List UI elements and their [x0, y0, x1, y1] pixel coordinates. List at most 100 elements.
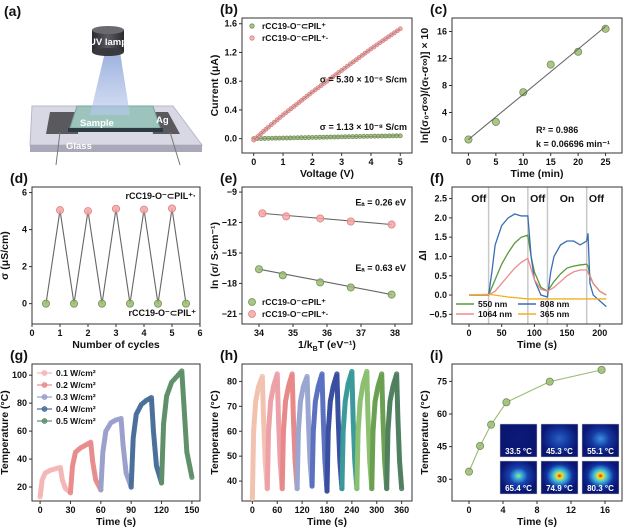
- x-tick-label: 15: [546, 157, 556, 167]
- x-tick-label: 2: [85, 328, 90, 338]
- x-tick-label: 360: [394, 505, 409, 515]
- chart-b: (b) 0 1 2 3 4 5 0.0 0.4 0.8 1.2 1.6 Voltage (V) Curre…: [209, 1, 413, 180]
- x-tick-label: 37: [356, 328, 366, 338]
- series-1: [468, 26, 606, 140]
- series-line: [468, 369, 602, 472]
- x-tick-label: 1: [281, 157, 286, 167]
- data-point: [167, 204, 176, 213]
- x-axis-label: Time (s): [307, 516, 347, 528]
- x-tick-label: 38: [390, 328, 400, 338]
- series-0: [464, 365, 606, 476]
- series-0: [45, 208, 187, 304]
- annotation: Eₐ = 0.26 eV: [355, 197, 406, 207]
- y-tick-label: 20: [17, 482, 27, 492]
- x-tick-label: 300: [369, 505, 384, 515]
- y-tick-label: 0.4: [224, 105, 237, 115]
- series-rCC19-O-PIL-: [251, 133, 403, 142]
- x-tick-label: 5: [169, 328, 174, 338]
- data-point: [316, 214, 325, 223]
- data-point: [476, 441, 485, 450]
- y-axis-label: Temperature (°C): [419, 390, 431, 475]
- plot-area: [464, 365, 606, 476]
- x-tick-label: 20: [573, 157, 583, 167]
- thermal-image-label: 45.3 °C: [546, 447, 573, 456]
- x-axis-label: 1/kBT (eV⁻¹): [298, 339, 356, 353]
- data-point: [464, 467, 473, 476]
- panel-label: (f): [430, 170, 444, 186]
- y-tick-label: 60: [17, 426, 27, 436]
- y-tick-label: 1.6: [224, 19, 237, 29]
- x-tick-label: 0: [29, 328, 34, 338]
- x-tick-label: 0: [250, 505, 255, 515]
- annotation: rCC19-O⁻⊂PIL⁺·: [125, 191, 196, 201]
- series-line: [45, 208, 187, 304]
- annotation: rCC19-O⁻⊂PIL⁺: [128, 308, 196, 318]
- legend-label: 0.3 W/cm²: [56, 392, 96, 402]
- x-tick-label: 8: [534, 505, 539, 515]
- data-point: [248, 310, 256, 318]
- y-tick-label: 0.8: [224, 76, 237, 86]
- state-label: On: [501, 193, 516, 205]
- data-point: [41, 394, 48, 400]
- panel-label: (g): [10, 347, 28, 363]
- annotation: Eₐ = 0.63 eV: [355, 263, 406, 273]
- x-tick-label: 120: [295, 505, 310, 515]
- chart-g: (g) 0 30 60 90 120 150 20 40 60 80 100 Time (s) Tempe…: [0, 347, 201, 528]
- data-point: [41, 382, 48, 388]
- x-tick-label: 5: [398, 157, 403, 167]
- plot-area: [254, 209, 396, 299]
- series-line: [262, 212, 392, 226]
- series-rCC19-O-PIL-: [254, 265, 396, 299]
- thermal-image: [540, 423, 579, 458]
- x-tick-label: 150: [184, 505, 199, 515]
- x-axis-label: Time (s): [517, 516, 557, 528]
- legend-label: 808 nm: [540, 299, 570, 309]
- plot-area: [468, 213, 607, 308]
- x-tick-label: 100: [527, 328, 542, 338]
- data-point: [278, 271, 287, 280]
- legend-label: 0.4 W/cm²: [56, 404, 96, 414]
- series-rCC19-O-PIL-: [251, 26, 403, 143]
- thermal-image: [540, 460, 579, 495]
- uv-lamp: [92, 30, 124, 52]
- chart-f: (f) Off On Off On Off 0 50 100 150 200 −0.5 0.0 0.5 1.…: [417, 170, 623, 351]
- x-axis-label: Number of cycles: [72, 339, 160, 351]
- x-tick-label: 60: [272, 505, 282, 515]
- y-tick-label: 60: [227, 426, 237, 436]
- series-rCC19-O-PIL-: [258, 209, 396, 229]
- y-tick-label: 40: [227, 476, 237, 486]
- lamp-label: UV lamp: [89, 37, 127, 48]
- chart-i: (i) 0 4 8 12 16 30 45 60 75 Time (s) Temperature (°…: [419, 347, 623, 528]
- series-line: [468, 293, 607, 300]
- data-point: [258, 209, 267, 218]
- plot-frame: [241, 17, 413, 154]
- legend-label: rCC19-O⁻⊂PIL⁺·: [262, 33, 329, 43]
- electrode-label: Ag: [156, 115, 169, 126]
- series-7: [354, 368, 375, 492]
- x-tick-label: 200: [592, 328, 607, 338]
- panel-label: (a): [4, 3, 21, 19]
- series-line: [468, 26, 606, 140]
- y-tick-label: 2.0: [434, 213, 447, 223]
- x-tick-label: 180: [319, 505, 334, 515]
- legend-label: 1064 nm: [478, 309, 512, 319]
- y-axis-label: Current (μA): [209, 55, 221, 117]
- x-tick-label: 35: [288, 328, 298, 338]
- legend-label: rCC19-O⁻⊂PIL⁺: [262, 297, 326, 307]
- x-tick-label: 12: [566, 505, 576, 515]
- plot-area: [37, 368, 195, 500]
- chart-e: (e) 34 35 36 37 38 −9 −12 −15 −18 −21 1/kBT (eV⁻¹) l…: [209, 170, 413, 353]
- y-tick-label: 0.0: [224, 134, 237, 144]
- wire-right: [169, 131, 181, 166]
- series-0: [262, 212, 392, 226]
- y-tick-label: 40: [17, 454, 27, 464]
- y-tick-label: 0: [22, 299, 27, 309]
- x-tick-label: 50: [497, 328, 507, 338]
- data-point: [399, 485, 405, 492]
- thermal-image: [581, 423, 620, 458]
- x-axis-label-part: T (eV⁻¹): [318, 339, 356, 351]
- legend-label: 0.5 W/cm²: [56, 416, 96, 426]
- y-tick-label: −12: [222, 218, 237, 228]
- panel-label: (i): [430, 347, 443, 363]
- x-tick-label: 30: [65, 505, 75, 515]
